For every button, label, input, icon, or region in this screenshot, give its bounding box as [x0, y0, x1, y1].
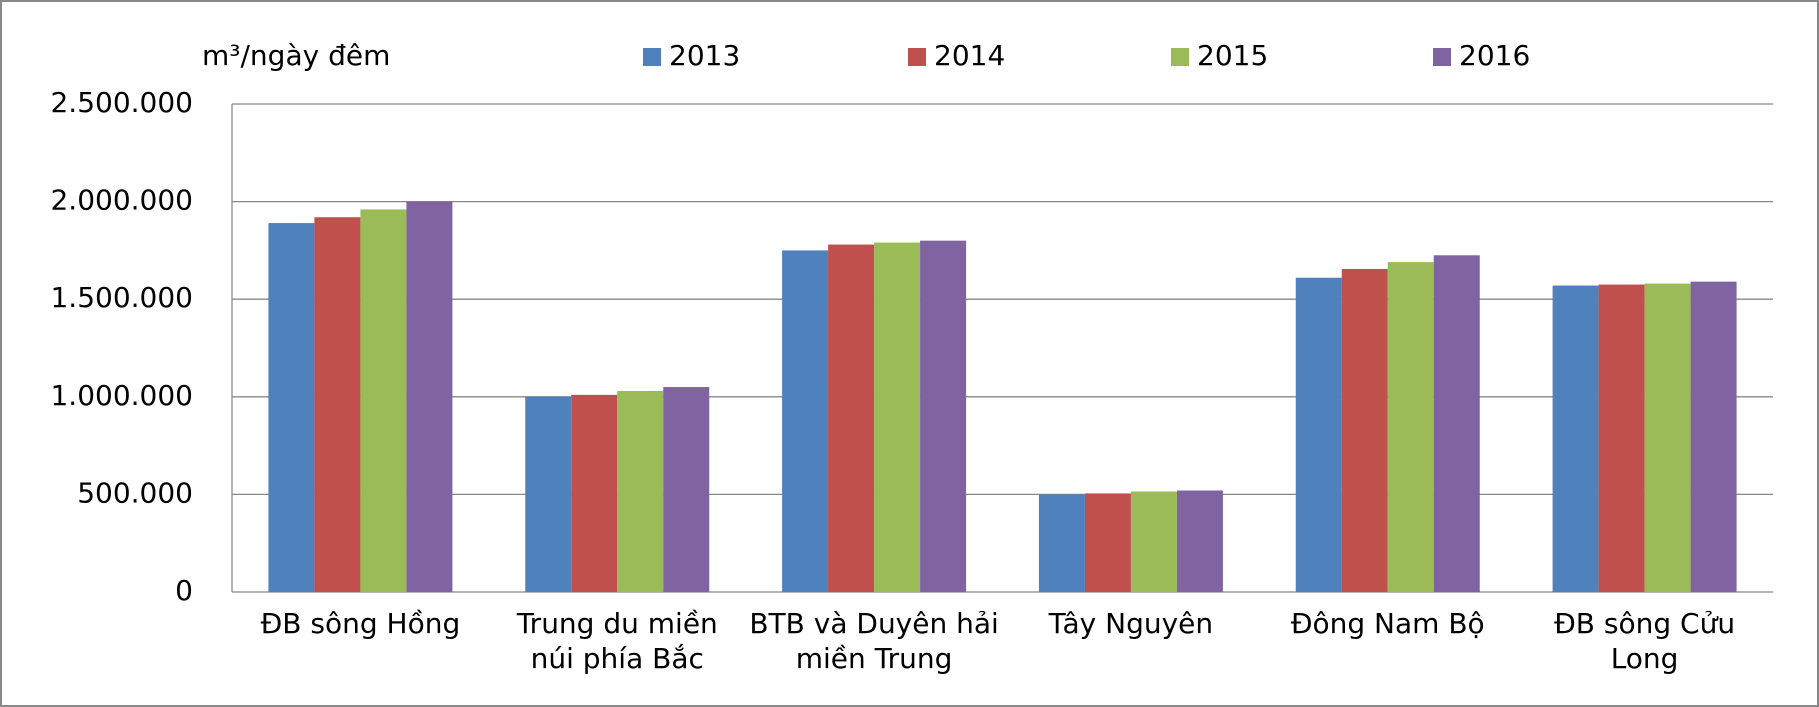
legend-swatch [643, 48, 661, 66]
x-tick-label: BTB và Duyên hải miền Trung [749, 607, 999, 675]
bar [782, 250, 829, 592]
y-tick-label: 0 [175, 574, 193, 607]
bar [1084, 493, 1131, 592]
legend-label: 2014 [934, 39, 1005, 72]
bar [828, 244, 875, 592]
legend-label: 2016 [1459, 39, 1530, 72]
bar [1341, 268, 1388, 592]
bar [1552, 285, 1599, 592]
bar [663, 387, 710, 592]
y-tick-label: 500.000 [77, 476, 193, 509]
legend-swatch [1433, 48, 1451, 66]
bar [1295, 277, 1342, 592]
bar [1433, 255, 1480, 592]
y-tick-label: 2.500.000 [50, 86, 193, 119]
y-tick-label: 2.000.000 [50, 184, 193, 217]
bar [360, 209, 407, 592]
legend-swatch [908, 48, 926, 66]
y-tick-label: 1.000.000 [50, 379, 193, 412]
bar [314, 217, 361, 592]
x-tick-label: Trung du miền núi phía Bắc [516, 607, 718, 675]
legend-swatch [1171, 48, 1189, 66]
bar [920, 240, 967, 592]
y-tick-label: 1.500.000 [50, 281, 193, 314]
legend-label: 2015 [1197, 39, 1268, 72]
bar [1598, 284, 1645, 592]
x-tick-label: Đông Nam Bộ [1290, 607, 1485, 640]
bar [571, 394, 618, 592]
bar [1387, 262, 1434, 592]
bar [1038, 494, 1085, 592]
bar [617, 390, 664, 592]
bar [1690, 281, 1737, 592]
bar [1644, 283, 1691, 592]
bar [268, 223, 315, 592]
x-tick-label: ĐB sông Cửu Long [1554, 607, 1736, 675]
bar [525, 396, 572, 592]
bar [874, 242, 921, 593]
bar [406, 201, 453, 592]
legend-label: 2013 [669, 39, 740, 72]
x-tick-label: ĐB sông Hồng [260, 607, 461, 640]
y-axis-label: m³/ngày đêm [202, 39, 390, 72]
bar [1130, 491, 1177, 592]
bar [1176, 490, 1223, 592]
x-tick-label: Tây Nguyên [1048, 607, 1214, 640]
